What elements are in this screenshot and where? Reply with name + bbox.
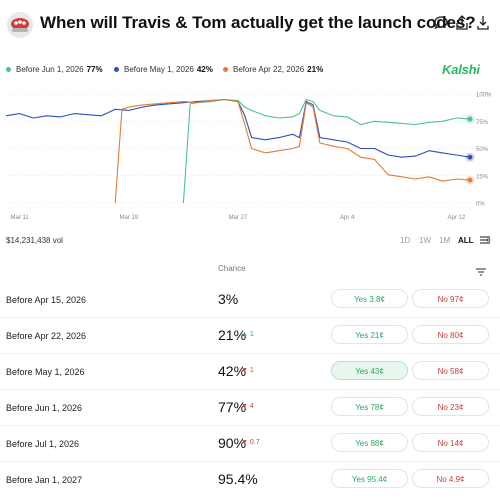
legend-dot xyxy=(223,67,228,72)
share-icon[interactable] xyxy=(453,14,471,32)
buy-no-button[interactable]: No 97¢ xyxy=(412,289,489,308)
buy-yes-button[interactable]: Yes 43¢ xyxy=(331,361,408,380)
page-title: When will Travis & Tom actually get the … xyxy=(40,13,476,32)
legend-dot xyxy=(114,67,119,72)
range-1m[interactable]: 1M xyxy=(439,236,451,245)
outcome-row[interactable]: Before Apr 22, 2026 21% ▲ 1 Yes 21¢ No 80¢ xyxy=(0,318,500,354)
series-endpoint xyxy=(467,116,473,122)
x-tick-label: Apr 12 xyxy=(448,215,466,221)
outcome-chance: 90% xyxy=(218,435,247,451)
volume-text: $14,231,438 vol xyxy=(6,236,63,245)
series-endpoint xyxy=(467,154,473,160)
legend-label: Before Apr 22, 2026 xyxy=(233,65,305,74)
buy-yes-button[interactable]: Yes 95.4¢ xyxy=(331,469,408,488)
y-tick-label: 25% xyxy=(476,174,489,180)
sort-icon[interactable] xyxy=(475,264,487,276)
chance-column-header: Chance xyxy=(218,264,246,273)
buy-no-button[interactable]: No 4.9¢ xyxy=(412,469,489,488)
outcome-chance: 3% xyxy=(218,291,239,307)
range-1w[interactable]: 1W xyxy=(419,236,431,245)
outcome-chance: 21% xyxy=(218,327,247,343)
row-divider xyxy=(0,353,500,354)
x-tick-label: Mar 19 xyxy=(119,215,138,221)
outcome-label: Before May 1, 2026 xyxy=(6,367,85,377)
chance-delta: ▲ 1 xyxy=(241,331,254,338)
series-endpoint xyxy=(467,177,473,183)
outcome-row[interactable]: Before Jun 1, 2026 77% ▼ 4 Yes 78¢ No 23¢ xyxy=(0,390,500,426)
buy-yes-button[interactable]: Yes 78¢ xyxy=(331,397,408,416)
x-tick-label: Mar 27 xyxy=(229,215,248,221)
outcome-row[interactable]: Before May 1, 2026 42% ▼ 1 Yes 43¢ No 58¢ xyxy=(0,354,500,390)
buy-no-button[interactable]: No 23¢ xyxy=(412,397,489,416)
chance-delta: ▼ 1 xyxy=(241,367,254,374)
series-line[interactable] xyxy=(114,98,471,204)
market-image xyxy=(7,12,33,38)
outcome-label: Before Jun 1, 2026 xyxy=(6,403,83,413)
buy-no-button[interactable]: No 14¢ xyxy=(412,433,489,452)
chart-settings-icon[interactable] xyxy=(479,233,491,245)
legend-dot xyxy=(6,67,11,72)
chance-delta: ▼ 0.7 xyxy=(241,439,260,446)
outcome-label: Before Apr 22, 2026 xyxy=(6,331,87,341)
legend-item[interactable]: Before May 1, 2026 42% xyxy=(114,65,213,74)
row-divider xyxy=(0,317,500,318)
legend-value: 77% xyxy=(86,65,103,74)
buy-yes-button[interactable]: Yes 3.8¢ xyxy=(331,289,408,308)
chance-delta: ▼ 4 xyxy=(241,403,254,410)
legend-item[interactable]: Before Apr 22, 2026 21% xyxy=(223,65,323,74)
x-tick-label: Apr 4 xyxy=(340,215,355,221)
legend-label: Before Jun 1, 2026 xyxy=(16,65,84,74)
outcome-chance: 95.4% xyxy=(218,471,258,487)
legend-label: Before May 1, 2026 xyxy=(124,65,194,74)
y-tick-label: 100% xyxy=(476,93,492,99)
outcome-label: Before Apr 15, 2026 xyxy=(6,295,87,305)
legend-item[interactable]: Before Jun 1, 2026 77% xyxy=(6,65,103,74)
brand-logo: Kalshi xyxy=(442,62,480,77)
row-divider xyxy=(0,461,500,462)
buy-no-button[interactable]: No 80¢ xyxy=(412,325,489,344)
outcome-chance: 42% xyxy=(218,363,247,379)
outcome-label: Before Jul 1, 2026 xyxy=(6,439,80,449)
price-history-chart[interactable]: 100% 75% 50% 25% 0% Mar 11 Mar 19 Mar 27 Apr 4 Ap… xyxy=(0,86,500,226)
buy-yes-button[interactable]: Yes 88¢ xyxy=(331,433,408,452)
buy-no-button[interactable]: No 58¢ xyxy=(412,361,489,380)
legend-value: 21% xyxy=(307,65,324,74)
download-icon[interactable] xyxy=(474,14,492,32)
legend-value: 42% xyxy=(196,65,213,74)
range-1d[interactable]: 1D xyxy=(400,236,411,245)
x-tick-label: Mar 11 xyxy=(11,215,30,221)
outcome-row[interactable]: Before Jan 1, 2027 95.4% Yes 95.4¢ No 4.9¢ xyxy=(0,462,500,498)
y-tick-label: 50% xyxy=(476,147,489,153)
outcome-label: Before Jan 1, 2027 xyxy=(6,475,83,485)
row-divider xyxy=(0,425,500,426)
row-divider xyxy=(0,389,500,390)
buy-yes-button[interactable]: Yes 21¢ xyxy=(331,325,408,344)
y-tick-label: 0% xyxy=(476,202,485,208)
outcome-row[interactable]: Before Apr 15, 2026 3% Yes 3.8¢ No 97¢ xyxy=(0,282,500,318)
outcome-chance: 77% xyxy=(218,399,247,415)
y-tick-label: 75% xyxy=(476,120,489,126)
range-all[interactable]: ALL xyxy=(458,236,474,245)
comment-icon[interactable] xyxy=(432,14,450,32)
outcome-row[interactable]: Before Jul 1, 2026 90% ▼ 0.7 Yes 88¢ No 14¢ xyxy=(0,426,500,462)
series-line[interactable] xyxy=(5,98,471,158)
